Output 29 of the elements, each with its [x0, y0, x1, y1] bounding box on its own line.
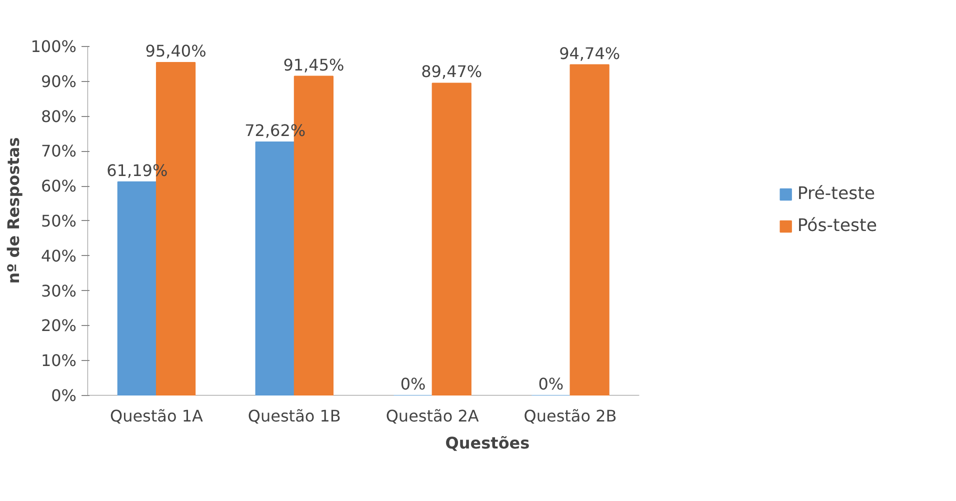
legend-label: Pré-teste	[797, 184, 876, 204]
y-tick-label: 40%	[40, 246, 76, 266]
y-tick-label: 50%	[40, 211, 76, 230]
data-label: 91,45%	[283, 55, 344, 74]
y-tick-label: 70%	[40, 142, 76, 161]
y-tick-label: 20%	[40, 316, 76, 336]
data-label: 89,47%	[421, 62, 482, 82]
bar	[117, 181, 157, 396]
y-tick-label: 80%	[40, 106, 76, 126]
y-tick-label: 100%	[30, 36, 77, 56]
y-tick-label: 0%	[51, 386, 77, 405]
data-label: 0%	[538, 374, 564, 394]
bar	[255, 142, 295, 396]
data-label: 94,74%	[559, 44, 620, 63]
y-tick-label: 60%	[40, 176, 76, 196]
y-tick-label: 90%	[40, 72, 76, 91]
legend-label: Pós-teste	[797, 216, 877, 236]
data-label: 95,40%	[145, 42, 206, 60]
y-tick-label: 10%	[40, 351, 76, 370]
y-axis-title: nº de Respostas	[4, 137, 23, 284]
x-tick-label: Questão 1A	[110, 406, 204, 426]
bar	[570, 64, 610, 396]
bar	[432, 82, 472, 396]
y-tick-label: 30%	[40, 281, 76, 300]
x-axis-title: Questões	[445, 434, 530, 452]
x-tick-label: Questão 1B	[248, 406, 341, 426]
data-label: 0%	[400, 374, 426, 394]
x-tick-label: Questão 2B	[524, 406, 617, 426]
x-tick-label: Questão 2A	[386, 406, 479, 426]
